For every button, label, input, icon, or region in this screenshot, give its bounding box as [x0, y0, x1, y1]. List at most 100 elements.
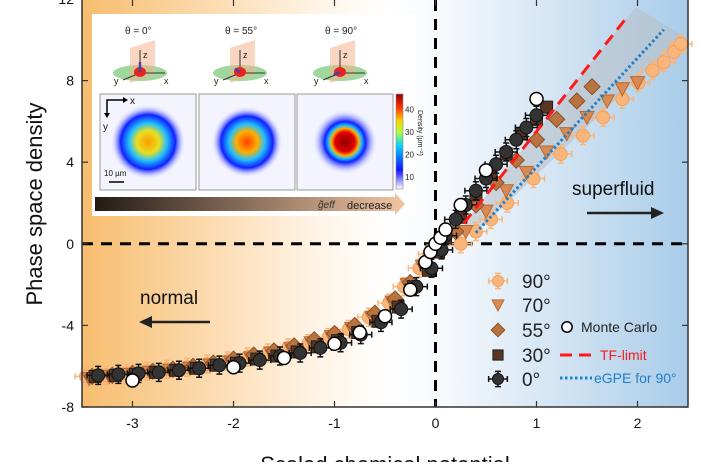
- marker-diamond: [547, 110, 566, 129]
- marker-circle: [596, 110, 611, 125]
- dipole-arrow-icon: [333, 70, 341, 77]
- colorbar: [395, 93, 404, 190]
- theta-label: θ = 55°: [225, 26, 257, 37]
- density-cloud: [211, 106, 283, 178]
- marker-monte-carlo: [377, 308, 393, 324]
- marker-square: [492, 349, 504, 361]
- marker-square: [540, 100, 554, 114]
- data-point: [538, 145, 555, 161]
- normal-label: normal: [140, 288, 198, 309]
- marker-triangle: [629, 76, 646, 91]
- marker-monte-carlo: [478, 163, 494, 178]
- legend-label: 55°: [522, 321, 551, 342]
- colorbar-tick-label: 30: [405, 128, 414, 137]
- x-tick-label: 1: [533, 415, 541, 431]
- x-tick-label: -2: [227, 415, 240, 431]
- y-axis-label: y: [114, 76, 119, 86]
- x-tick-label: -3: [126, 415, 139, 431]
- legend-marker-monte-carlo: [561, 321, 573, 333]
- data-point: [478, 163, 494, 178]
- legend-label: 70°: [522, 296, 551, 317]
- y-axis-label: y: [214, 76, 219, 86]
- y-tick-label: 4: [66, 154, 74, 170]
- marker-triangle: [614, 82, 631, 97]
- data-point: [443, 209, 468, 230]
- legend-label: 0°: [522, 370, 540, 391]
- data-point: [453, 197, 468, 213]
- marker-monte-carlo: [276, 350, 292, 366]
- marker-monte-carlo: [529, 91, 544, 107]
- data-point: [327, 336, 342, 352]
- data-point: [288, 343, 312, 363]
- data-point: [207, 355, 232, 375]
- data-point: [599, 94, 616, 110]
- marker-circle: [484, 212, 499, 227]
- data-point: [352, 325, 367, 340]
- series-0deg: [86, 105, 549, 386]
- theta-label: θ = 90°: [325, 26, 357, 37]
- data-point: [106, 364, 131, 385]
- data-point: [377, 308, 393, 324]
- data-point: [547, 110, 566, 129]
- data-point: [558, 127, 575, 142]
- data-point: [568, 92, 586, 110]
- data-point: [167, 360, 191, 381]
- x-tick-label: 2: [634, 415, 642, 431]
- marker-circle: [656, 55, 671, 70]
- marker-triangle: [491, 299, 505, 313]
- marker-circle: [575, 128, 590, 143]
- colorbar-tick-label: 10: [405, 173, 414, 182]
- marker-triangle: [498, 184, 515, 199]
- image-y-label: y: [103, 122, 108, 133]
- data-point: [504, 130, 529, 150]
- legend-marker: [490, 322, 506, 338]
- g-eff-label: decrease: [347, 200, 392, 212]
- arrow-right-icon: [587, 207, 664, 219]
- y-tick-label: 12: [58, 0, 74, 7]
- marker-monte-carlo: [561, 321, 573, 333]
- marker-circle: [491, 274, 505, 288]
- marker-monte-carlo: [453, 197, 468, 213]
- image-x-label: x: [130, 96, 135, 107]
- marker-circle: [212, 358, 227, 373]
- x-axis-label: Scaled chemical potential: [260, 452, 509, 462]
- data-point: [389, 299, 413, 319]
- marker-monte-carlo: [438, 222, 453, 237]
- marker-diamond: [568, 92, 586, 110]
- data-point: [540, 100, 554, 114]
- legend-label-egpe: eGPE for 90°: [594, 370, 677, 386]
- marker-circle: [645, 63, 660, 78]
- colorbar-label: Density (µm⁻²): [416, 110, 423, 156]
- marker-circle: [499, 145, 514, 159]
- data-point: [147, 362, 171, 383]
- marker-triangle: [478, 204, 494, 220]
- y-arrow-icon: [104, 113, 110, 118]
- density-cloud: [312, 109, 378, 175]
- marker-monte-carlo: [226, 359, 241, 375]
- data-point: [403, 282, 418, 297]
- data-point: [629, 76, 646, 91]
- geometry-diagram-0: θ = 0° z x y: [113, 26, 169, 86]
- marker-circle: [293, 345, 308, 360]
- x-axis-label: x: [364, 76, 369, 86]
- marker-triangle: [538, 145, 555, 161]
- data-point: [498, 184, 515, 199]
- data-point: [652, 52, 676, 72]
- series-monte-carlo: [125, 91, 544, 388]
- marker-monte-carlo: [352, 325, 367, 340]
- marker-circle: [151, 365, 166, 380]
- marker-circle: [509, 132, 524, 147]
- y-tick-label: 0: [66, 236, 74, 252]
- colorbar-tick-label: 40: [405, 106, 414, 115]
- arrow-left-icon: [139, 316, 210, 328]
- legend: 90° 70° 55° 30° 0° Monte Carlo TF-limit eGPE fo…: [487, 272, 677, 391]
- tf-limit-line: [462, 14, 630, 225]
- legend-marker: [492, 349, 504, 361]
- data-point: [529, 91, 544, 107]
- marker-circle: [313, 340, 328, 355]
- dipole-arrow-icon: [234, 67, 241, 74]
- x-tick-label: -1: [328, 415, 341, 431]
- plot-frame: [81, 0, 689, 408]
- g-eff-arrow-icon: [95, 193, 405, 215]
